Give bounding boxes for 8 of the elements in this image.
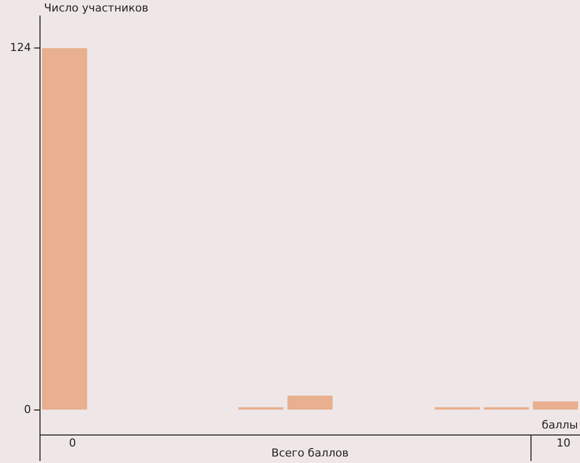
annotation: баллы [542, 418, 578, 432]
bar [287, 396, 333, 410]
y-tick-label: 124 [10, 40, 31, 54]
x-axis-title: Всего баллов [271, 446, 349, 460]
y-axis-title: Число участников [44, 1, 148, 14]
bar [42, 48, 88, 410]
x-tick-label: 10 [556, 436, 570, 450]
bar [532, 401, 578, 410]
